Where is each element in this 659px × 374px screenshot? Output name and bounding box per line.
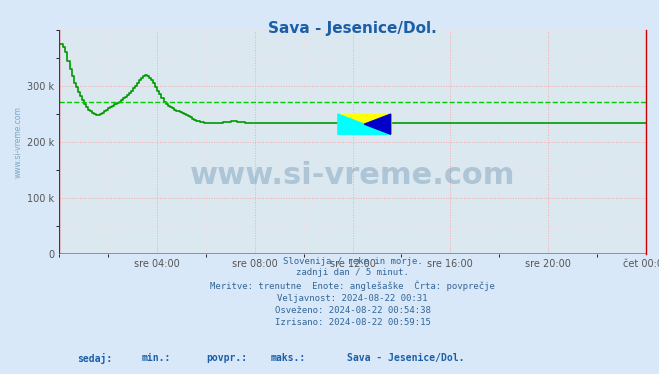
Text: www.si-vreme.com: www.si-vreme.com <box>190 161 515 190</box>
Text: Sava - Jesenice/Dol.: Sava - Jesenice/Dol. <box>268 21 437 36</box>
Polygon shape <box>338 114 391 134</box>
Bar <box>338 114 391 134</box>
Text: min.:: min.: <box>142 353 171 363</box>
Polygon shape <box>364 114 391 134</box>
Bar <box>335 368 348 374</box>
Text: povpr.:: povpr.: <box>206 353 247 363</box>
Text: Slovenija / reke in morje.
zadnji dan / 5 minut.
Meritve: trenutne  Enote: angle: Slovenija / reke in morje. zadnji dan / … <box>210 257 495 327</box>
Text: Sava - Jesenice/Dol.: Sava - Jesenice/Dol. <box>347 353 464 363</box>
Text: www.si-vreme.com: www.si-vreme.com <box>14 106 23 178</box>
Text: sedaj:: sedaj: <box>77 353 112 364</box>
Text: maks.:: maks.: <box>270 353 306 363</box>
